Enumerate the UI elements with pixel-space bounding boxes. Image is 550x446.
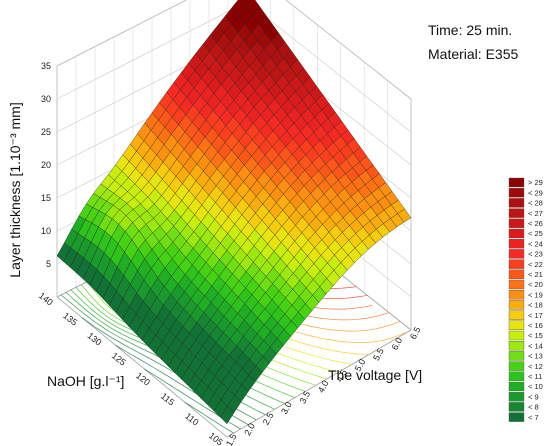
legend-label: < 24 <box>528 239 543 248</box>
legend-swatch <box>508 279 525 290</box>
x-tick-label: 140 <box>37 290 55 307</box>
legend-swatch <box>508 218 525 229</box>
legend-swatch <box>508 198 525 208</box>
legend-label: > 29 <box>528 178 543 187</box>
legend-label: < 18 <box>528 301 543 310</box>
y-tick-label: 5.5 <box>371 347 386 363</box>
z-axis-title: Layer thickness [1.10⁻³ mm] <box>7 102 23 277</box>
legend-swatch <box>508 177 525 188</box>
legend-label: < 13 <box>528 352 543 361</box>
legend-label: < 19 <box>528 290 543 299</box>
y-tick-label: 1.5 <box>224 432 239 446</box>
y-tick-label: 3.5 <box>298 389 313 405</box>
y-tick-label: 6.0 <box>390 336 405 352</box>
legend-swatch <box>508 310 525 320</box>
legend-label: < 28 <box>528 199 543 208</box>
legend-label: < 17 <box>528 311 543 320</box>
z-tick-label: 35 <box>41 61 51 71</box>
legend-swatch <box>508 351 525 361</box>
legend-label: < 23 <box>528 250 543 259</box>
legend-swatch <box>508 238 525 249</box>
z-tick-label: 20 <box>41 160 51 170</box>
x-axis-title: NaOH [g.l⁻¹] <box>47 373 124 389</box>
z-tick-label: 25 <box>41 127 51 137</box>
z-tick-label: 30 <box>41 94 51 104</box>
legend-label: < 26 <box>528 219 543 228</box>
legend-label: < 9 <box>528 392 539 401</box>
legend-swatch <box>508 412 525 422</box>
legend-label: < 29 <box>528 188 543 197</box>
legend-swatch <box>508 371 525 381</box>
contour-line <box>184 401 234 434</box>
surface-cell <box>220 405 235 425</box>
legend-label: < 8 <box>528 403 539 412</box>
wall-gridline <box>56 0 412 100</box>
legend-swatch <box>508 341 525 351</box>
legend-swatch <box>508 290 525 300</box>
legend-swatch <box>508 381 525 392</box>
legend-swatch <box>508 228 525 239</box>
z-tick-label: 10 <box>41 226 51 236</box>
legend-label: < 15 <box>528 331 543 340</box>
legend-label: < 11 <box>528 372 542 381</box>
legend-swatch <box>508 361 525 371</box>
info-material: Material: E355 <box>428 46 519 62</box>
legend-swatch <box>508 269 525 279</box>
legend-label: < 7 <box>528 413 539 422</box>
legend-swatch <box>508 330 525 341</box>
legend-label: < 14 <box>528 341 543 350</box>
legend-label: < 27 <box>528 209 543 218</box>
legend-label: < 22 <box>528 260 543 269</box>
legend-label: < 25 <box>528 229 543 238</box>
z-tick-label: 15 <box>41 193 51 203</box>
info-time: Time: 25 min. <box>428 22 513 38</box>
legend-label: < 16 <box>528 321 543 330</box>
legend-swatch <box>508 392 525 402</box>
y-tick-label: 2.0 <box>242 421 257 437</box>
y-axis-title: The voltage [V] <box>328 367 422 383</box>
legend-swatch <box>508 300 525 310</box>
legend-label: < 21 <box>528 270 543 279</box>
legend-swatch <box>508 259 525 269</box>
z-tick-label: 5 <box>46 259 51 269</box>
legend-swatch <box>508 249 525 259</box>
surface-mesh <box>56 0 412 425</box>
legend-label: < 20 <box>528 280 543 289</box>
legend-swatch <box>508 402 525 412</box>
legend-label: < 12 <box>528 362 543 371</box>
legend: > 29< 29 < 28< 27< 26< 25< 24 < 23< 22< 21… <box>508 177 543 422</box>
legend-swatch <box>508 320 525 330</box>
legend-swatch <box>508 187 525 198</box>
legend-swatch <box>508 208 525 218</box>
box-edge <box>226 329 412 438</box>
legend-label: < 10 <box>528 382 543 391</box>
y-tick-label: 6.5 <box>408 325 423 341</box>
